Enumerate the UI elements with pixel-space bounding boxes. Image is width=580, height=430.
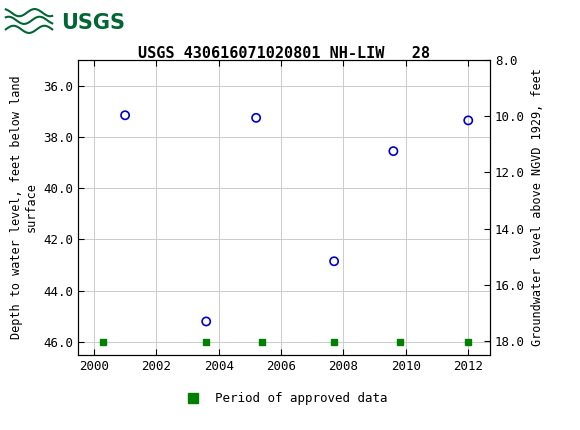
Legend: Period of approved data: Period of approved data — [175, 387, 393, 410]
Y-axis label: Depth to water level, feet below land
surface: Depth to water level, feet below land su… — [10, 76, 38, 339]
Text: USGS 430616071020801 NH-LIW   28: USGS 430616071020801 NH-LIW 28 — [138, 46, 430, 61]
Y-axis label: Groundwater level above NGVD 1929, feet: Groundwater level above NGVD 1929, feet — [531, 68, 543, 347]
Bar — [3, 3, 102, 42]
Point — [252, 114, 261, 121]
Point — [389, 147, 398, 154]
Point — [329, 258, 339, 265]
Point — [121, 112, 130, 119]
Point — [463, 117, 473, 124]
Text: USGS: USGS — [61, 12, 125, 33]
Point — [202, 318, 211, 325]
